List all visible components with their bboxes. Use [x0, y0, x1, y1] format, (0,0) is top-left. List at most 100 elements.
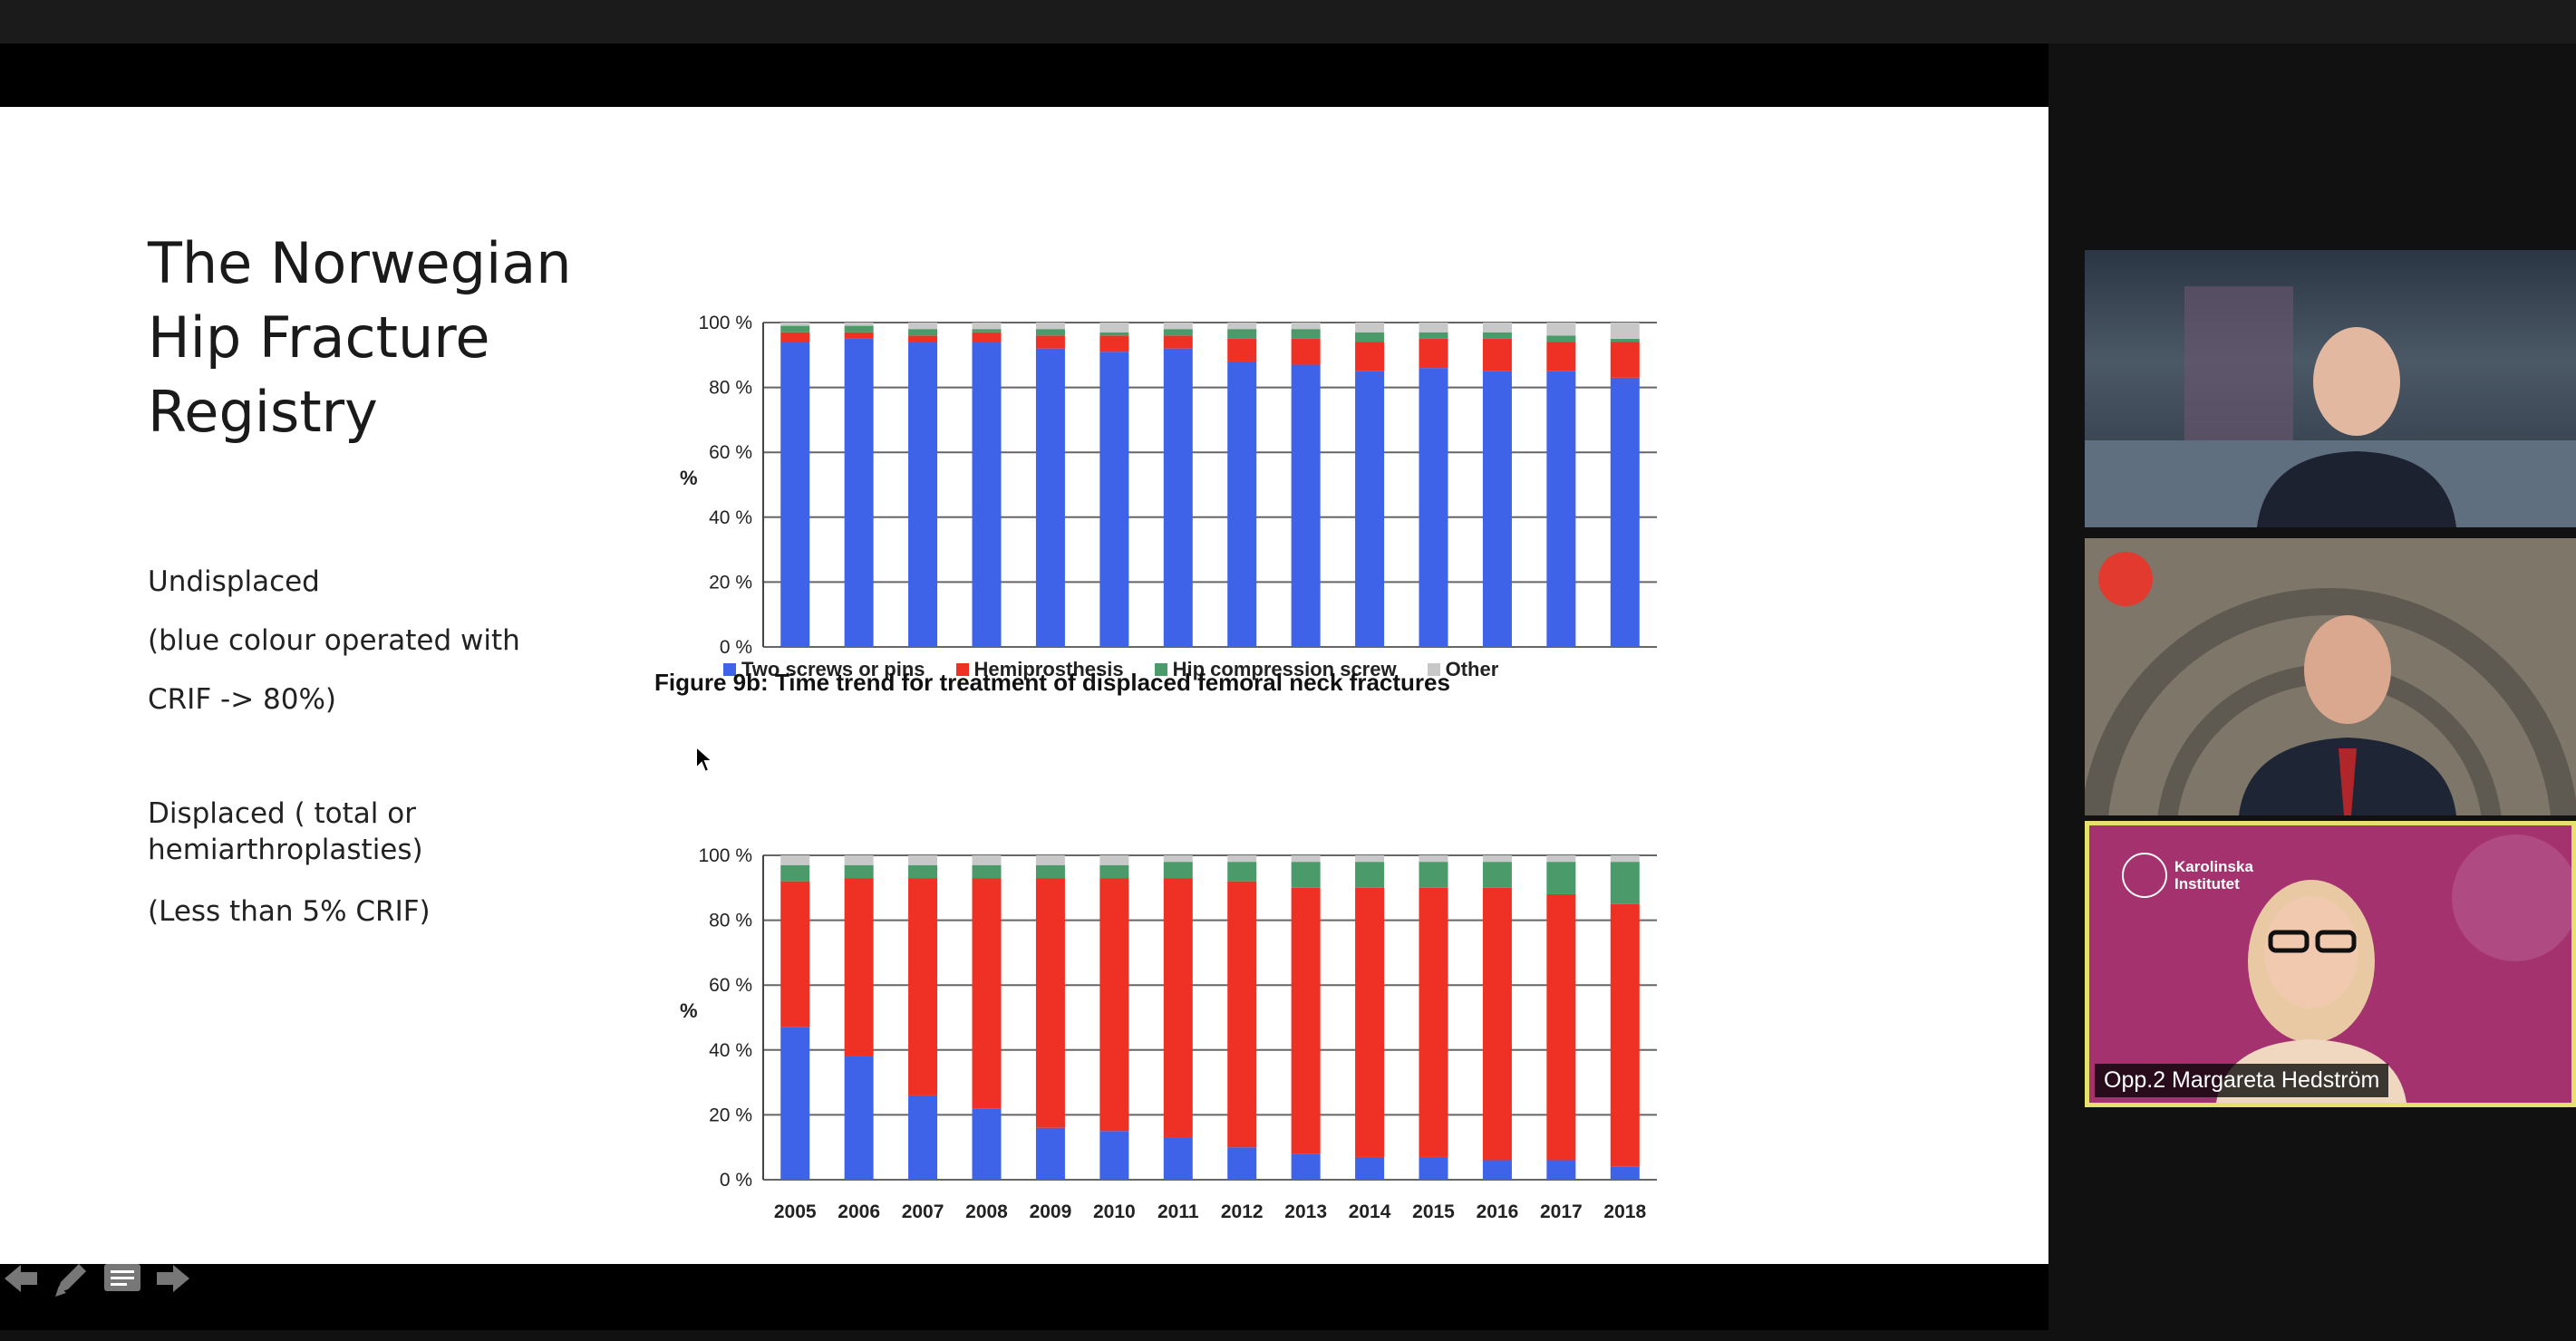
bar-segment — [1035, 864, 1065, 879]
bar-segment — [1610, 323, 1640, 339]
bar-segment — [972, 332, 1002, 342]
y-axis-label: % — [680, 467, 698, 489]
bar-segment — [1291, 364, 1321, 647]
figure-9b-caption: Figure 9b: Time trend for treatment of d… — [654, 669, 1450, 696]
bar-segment — [1291, 323, 1321, 330]
bar-segment — [1419, 368, 1448, 647]
bar-segment — [1099, 855, 1129, 865]
bar-segment — [1482, 1160, 1512, 1180]
bar-segment — [1355, 342, 1385, 371]
y-tick-label: 20 % — [709, 1105, 752, 1125]
karolinska-logo: Karolinska Institutet — [2122, 853, 2274, 898]
bar-segment — [972, 342, 1002, 647]
bar-segment — [1419, 862, 1448, 888]
bar-segment — [780, 342, 810, 647]
bar-segment — [1610, 338, 1640, 342]
y-tick-label: 60 % — [709, 442, 752, 463]
participant-video-active-speaker[interactable]: Karolinska Institutet Opp.2 Margareta He… — [2085, 821, 2576, 1107]
displaced-note: (Less than 5% CRIF) — [148, 895, 431, 928]
bar-segment — [1099, 332, 1129, 336]
bar-segment — [1419, 323, 1448, 333]
arrow-right-icon[interactable] — [152, 1258, 194, 1299]
notes-icon[interactable] — [102, 1258, 143, 1299]
x-tick-label: 2007 — [902, 1201, 944, 1222]
y-tick-label: 40 % — [709, 507, 752, 528]
bar-segment — [1099, 878, 1129, 1132]
bar-segment — [1227, 1147, 1257, 1180]
bar-segment — [780, 332, 810, 342]
legend-swatch — [955, 663, 969, 676]
bar-segment — [1419, 338, 1448, 369]
x-tick-label: 2014 — [1349, 1201, 1391, 1222]
bar-segment — [1546, 371, 1576, 647]
bar-segment — [1546, 893, 1576, 1161]
bar-segment — [1227, 323, 1257, 330]
bar-segment — [1482, 862, 1512, 888]
bar-segment — [1163, 1137, 1193, 1180]
bar-segment — [1546, 335, 1576, 342]
bar-segment — [908, 329, 938, 336]
bar-segment — [1163, 878, 1193, 1138]
bar-segment — [1035, 323, 1065, 330]
bar-segment — [1610, 855, 1640, 863]
bar-segment — [1482, 855, 1512, 863]
shared-screen: The Norwegian Hip Fracture Registry Undi… — [0, 43, 2048, 1330]
bar-segment — [1163, 323, 1193, 330]
slide-navigation-toolbar — [0, 1258, 194, 1299]
x-tick-label: 2010 — [1093, 1201, 1136, 1222]
displaced-heading: Displaced ( total or hemiarthroplasties) — [148, 797, 423, 866]
bar-segment — [780, 323, 810, 326]
bar-segment — [1482, 887, 1512, 1161]
mouse-cursor-icon — [695, 745, 714, 774]
bar-segment — [1163, 335, 1193, 349]
chart-legend: Two screws or pins Hemiprosthesis Hip comp… — [723, 658, 1529, 681]
bar-segment — [1291, 1153, 1321, 1180]
x-tick-label: 2006 — [838, 1201, 880, 1222]
bar-segment — [1419, 1156, 1448, 1180]
bar-segment — [1610, 903, 1640, 1167]
y-tick-label: 0 % — [720, 637, 752, 658]
bar-segment — [1035, 855, 1065, 865]
bar-segment — [972, 323, 1002, 330]
pen-icon[interactable] — [51, 1258, 92, 1299]
bar-segment — [780, 881, 810, 1027]
legend-item: Hip compression screw — [1154, 658, 1397, 681]
bar-segment — [1035, 329, 1065, 336]
arrow-left-icon[interactable] — [0, 1258, 42, 1299]
bar-segment — [1419, 855, 1448, 863]
bar-segment — [1610, 377, 1640, 647]
y-tick-label: 40 % — [709, 1040, 752, 1061]
bar-segment — [908, 864, 938, 879]
bar-segment — [844, 323, 874, 326]
presentation-slide: The Norwegian Hip Fracture Registry Undi… — [0, 107, 2048, 1264]
legend-label: Other — [1445, 658, 1499, 680]
bar-segment — [972, 1108, 1002, 1180]
bar-segment — [908, 855, 938, 865]
x-tick-label: 2016 — [1477, 1201, 1519, 1222]
legend-swatch — [723, 663, 736, 676]
bar-segment — [908, 323, 938, 330]
participant-video-2[interactable] — [2085, 538, 2576, 815]
bar-segment — [1099, 1131, 1129, 1180]
bar-segment — [1355, 332, 1385, 342]
bar-segment — [1355, 887, 1385, 1157]
bar-segment — [1482, 332, 1512, 339]
slide-title: The Norwegian Hip Fracture Registry — [148, 230, 572, 445]
legend-item: Other — [1427, 658, 1499, 681]
bar-segment — [908, 335, 938, 342]
undisplaced-note-line-2: CRIF -> 80%) — [148, 683, 337, 716]
bar-segment — [1227, 361, 1257, 647]
bar-segment — [1163, 862, 1193, 879]
legend-swatch — [1427, 663, 1440, 676]
bar-segment — [1546, 862, 1576, 894]
bar-segment — [1546, 855, 1576, 863]
legend-item: Two screws or pins — [723, 658, 925, 681]
bar-segment — [972, 864, 1002, 879]
bar-segment — [1227, 338, 1257, 362]
bar-segment — [1355, 371, 1385, 647]
participant-video-1[interactable] — [2085, 250, 2576, 527]
displaced-treatment-chart: 0 % 20 % 40 % 60 % 80 % 100 %% 2005 2006 2007 200… — [680, 845, 1657, 1222]
x-tick-label: 2011 — [1157, 1201, 1199, 1222]
bar-segment — [908, 342, 938, 647]
bar-segment — [1227, 329, 1257, 339]
